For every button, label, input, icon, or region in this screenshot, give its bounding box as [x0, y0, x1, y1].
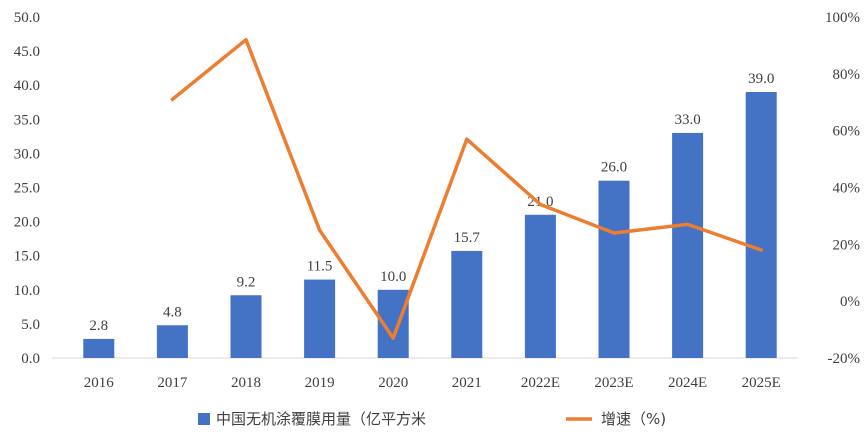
- x-tick-label: 2025E: [742, 375, 781, 391]
- left-tick-label: 5.0: [21, 317, 40, 333]
- x-tick-label: 2023E: [594, 375, 633, 391]
- bar-data-label: 26.0: [601, 160, 627, 176]
- bar: [524, 214, 556, 358]
- left-tick-label: 30.0: [14, 146, 40, 162]
- left-tick-label: 50.0: [14, 10, 40, 26]
- x-tick-label: 2019: [305, 375, 335, 391]
- bar-data-label: 2.8: [89, 318, 108, 334]
- growth-point: [612, 231, 616, 235]
- x-tick-label: 2020: [378, 375, 408, 391]
- right-tick-label: 60%: [833, 124, 861, 140]
- right-tick-label: 0%: [840, 294, 860, 310]
- bar-series: [83, 92, 777, 359]
- right-tick-label: -20%: [828, 351, 861, 367]
- bar-data-label: 15.7: [454, 230, 481, 246]
- bar: [83, 338, 115, 358]
- right-tick-label: 20%: [833, 237, 861, 253]
- bar: [304, 279, 336, 358]
- x-tick-label: 2024E: [668, 375, 707, 391]
- left-tick-label: 45.0: [14, 44, 40, 60]
- growth-point: [538, 203, 542, 207]
- bar: [451, 250, 483, 358]
- left-axis-ticks: 0.0 5.0 10.0 15.0 20.0 25.0 30.0 35.0 40.0 45.0 50…: [14, 10, 40, 367]
- x-axis-ticks: 2016 2017 2018 2019 2020 2021 2022E 2023E 2024E 2…: [84, 375, 781, 391]
- bar-data-label: 11.5: [307, 259, 333, 275]
- bar-data-label: 33.0: [674, 112, 700, 128]
- bar-data-labels: 2.84.89.211.510.015.721.026.033.039.0: [89, 71, 774, 334]
- left-tick-label: 40.0: [14, 78, 40, 94]
- x-tick-label: 2017: [157, 375, 188, 391]
- legend: 中国无机涂覆膜用量（亿平方米 增速（%): [198, 410, 666, 428]
- growth-point: [759, 248, 763, 252]
- bar: [598, 180, 630, 358]
- right-tick-label: 40%: [833, 181, 861, 197]
- right-tick-label: 80%: [833, 67, 861, 83]
- bar: [672, 132, 704, 358]
- growth-point: [686, 222, 690, 226]
- right-tick-label: 100%: [825, 10, 860, 26]
- left-tick-label: 20.0: [14, 215, 40, 231]
- left-tick-label: 0.0: [21, 351, 40, 367]
- x-tick-label: 2016: [84, 375, 115, 391]
- x-tick-label: 2021: [452, 375, 482, 391]
- left-tick-label: 10.0: [14, 283, 40, 299]
- bar: [745, 92, 777, 359]
- left-tick-label: 35.0: [14, 112, 40, 128]
- legend-line-label: 增速（%): [601, 410, 666, 428]
- bar: [156, 325, 188, 358]
- bar-data-label: 39.0: [748, 71, 774, 87]
- growth-point: [318, 228, 322, 232]
- growth-point: [391, 336, 395, 340]
- left-tick-label: 25.0: [14, 181, 40, 197]
- x-tick-label: 2018: [231, 375, 261, 391]
- growth-point: [244, 38, 248, 42]
- left-tick-label: 15.0: [14, 249, 40, 265]
- right-axis-ticks: -20% 0% 20% 40% 60% 80% 100%: [825, 10, 860, 367]
- bar-data-label: 10.0: [380, 269, 406, 285]
- legend-bar-label: 中国无机涂覆膜用量（亿平方米: [216, 410, 426, 428]
- x-tick-label: 2022E: [521, 375, 560, 391]
- bar-data-label: 9.2: [237, 274, 256, 290]
- growth-point: [465, 137, 469, 141]
- bar: [230, 295, 262, 358]
- legend-bar-swatch: [198, 413, 210, 425]
- line-series: [170, 37, 763, 340]
- growth-point: [170, 97, 174, 101]
- bar-data-label: 4.8: [163, 304, 182, 320]
